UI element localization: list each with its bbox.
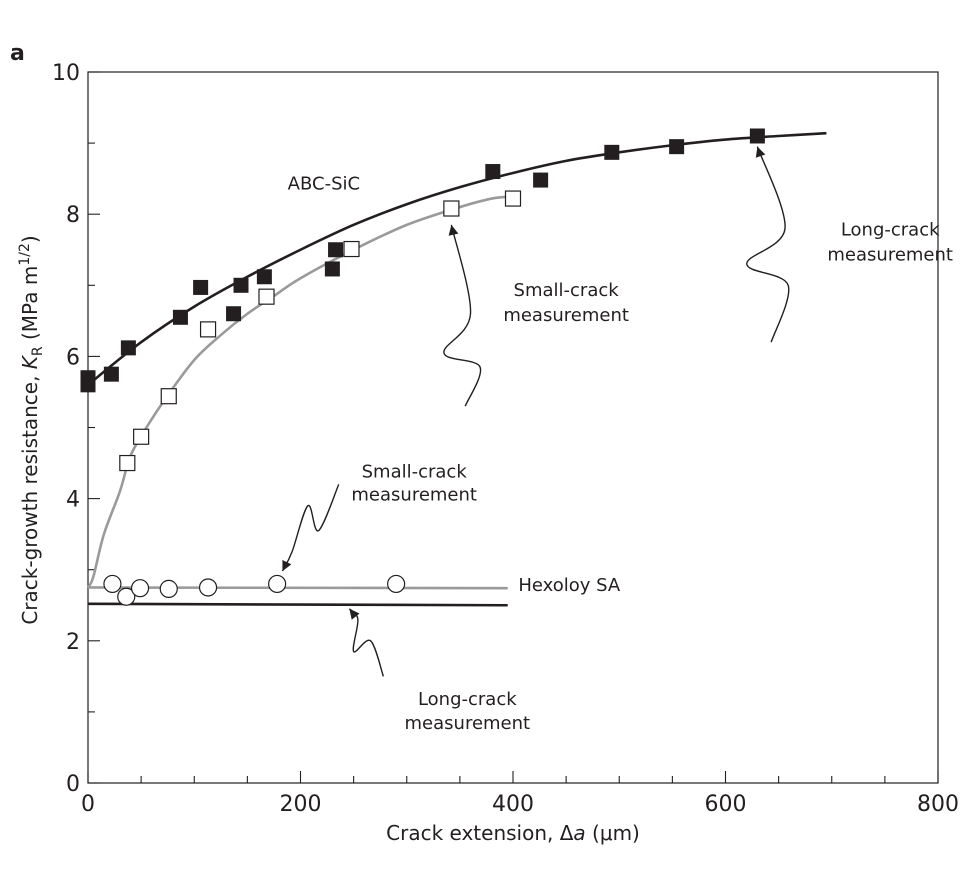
x-axis-title-var: a xyxy=(573,821,585,845)
long-crack-abc-point xyxy=(103,366,119,382)
annotations: ABC-SiC Long-crack measurement Small-crack m… xyxy=(288,173,953,734)
y-axis-title: Crack-growth resistance, KR (MPa m1/2) xyxy=(17,235,46,624)
x-tick-label: 800 xyxy=(917,792,959,817)
x-tick-label: 600 xyxy=(705,792,747,817)
small-crack-hexoloy-point xyxy=(117,587,136,606)
annotation-label: Long-crack xyxy=(418,689,517,710)
long-crack-abc-point xyxy=(749,128,765,144)
plot-frame xyxy=(87,71,939,784)
small-crack-abc-point xyxy=(258,288,275,305)
arrowhead xyxy=(755,146,766,158)
annotation-label: measurement xyxy=(351,485,477,506)
data-markers xyxy=(80,128,765,606)
fit-curve xyxy=(86,195,514,589)
annotation-label: measurement xyxy=(827,244,953,265)
small-crack-abc-point xyxy=(160,388,177,405)
x-tick-label: 400 xyxy=(492,792,534,817)
small-crack-hexoloy-point xyxy=(198,578,218,597)
annotation-label: ABC-SiC xyxy=(288,173,360,194)
small-crack-abc-point xyxy=(119,454,136,472)
y-axis-title-var: K xyxy=(18,354,42,369)
y-tick-label: 4 xyxy=(66,488,80,513)
annotation-label: Hexoloy SA xyxy=(518,575,621,596)
fit-curves xyxy=(86,131,827,607)
y-tick-label: 0 xyxy=(66,772,80,797)
annotation-arrows xyxy=(281,146,790,677)
annotation-label: Small-crack xyxy=(514,280,620,301)
long-crack-abc-point xyxy=(328,242,344,258)
long-crack-abc-point xyxy=(485,164,501,180)
y-tick-label: 6 xyxy=(66,345,80,370)
long-crack-abc-point xyxy=(256,269,272,285)
annotation-arrow-line xyxy=(348,608,385,677)
small-crack-hexoloy-point xyxy=(103,574,122,594)
x-axis-title-post: (μm) xyxy=(586,821,640,845)
annotation-label: Small-crack xyxy=(362,461,468,482)
fit-curve xyxy=(87,131,827,386)
x-axis-title-pre: Crack extension, Δ xyxy=(386,821,574,845)
long-crack-abc-point xyxy=(226,306,242,322)
long-crack-abc-point xyxy=(172,309,188,325)
long-crack-abc-point xyxy=(604,144,620,160)
small-crack-abc-point xyxy=(504,190,522,207)
annotation-arrow-line xyxy=(281,484,340,572)
small-crack-hexoloy-point xyxy=(387,574,406,594)
y-axis-title-unit-pre: (MPa m xyxy=(18,266,42,347)
arrowhead xyxy=(282,559,292,572)
y-axis-title-unit-post: ) xyxy=(18,235,42,243)
long-crack-abc-point xyxy=(324,261,340,277)
x-axis-title: Crack extension, Δa (μm) xyxy=(386,821,640,845)
fit-curve xyxy=(87,602,508,607)
long-crack-abc-point xyxy=(669,139,685,155)
annotation-arrow-line xyxy=(443,224,482,407)
annotation-label: Long-crack xyxy=(841,220,940,241)
y-tick-label: 2 xyxy=(66,630,80,655)
arrowhead xyxy=(349,608,360,620)
y-axis-title-sub: R xyxy=(30,346,46,356)
arrowhead xyxy=(448,224,459,236)
small-crack-hexoloy-point xyxy=(268,574,287,594)
y-axis-title-sup: 1/2 xyxy=(17,243,33,266)
y-tick-label: 8 xyxy=(66,203,80,228)
long-crack-abc-point xyxy=(233,277,249,293)
y-axis-title-pre: Crack-growth resistance, xyxy=(18,369,42,624)
annotation-arrow-line xyxy=(746,146,790,343)
small-crack-hexoloy-point xyxy=(130,579,150,598)
long-crack-abc-point xyxy=(120,340,136,356)
axis-ticks: 0 200 400 600 800 0 2 4 6 8 10 xyxy=(52,61,959,817)
fit-curve xyxy=(87,586,508,590)
y-tick-label: 10 xyxy=(52,61,80,86)
x-tick-label: 0 xyxy=(81,792,95,817)
annotation-label: measurement xyxy=(503,305,629,326)
small-crack-abc-point xyxy=(343,240,360,258)
long-crack-abc-point xyxy=(533,172,549,188)
long-crack-abc-point xyxy=(80,370,96,386)
long-crack-abc-point xyxy=(193,279,209,295)
small-crack-hexoloy-point xyxy=(159,579,178,598)
panel-label: a xyxy=(10,41,25,66)
small-crack-abc-point xyxy=(133,428,150,445)
x-tick-label: 200 xyxy=(280,792,322,817)
annotation-label: measurement xyxy=(405,713,531,734)
small-crack-abc-point xyxy=(199,321,217,338)
small-crack-abc-point xyxy=(443,200,460,217)
